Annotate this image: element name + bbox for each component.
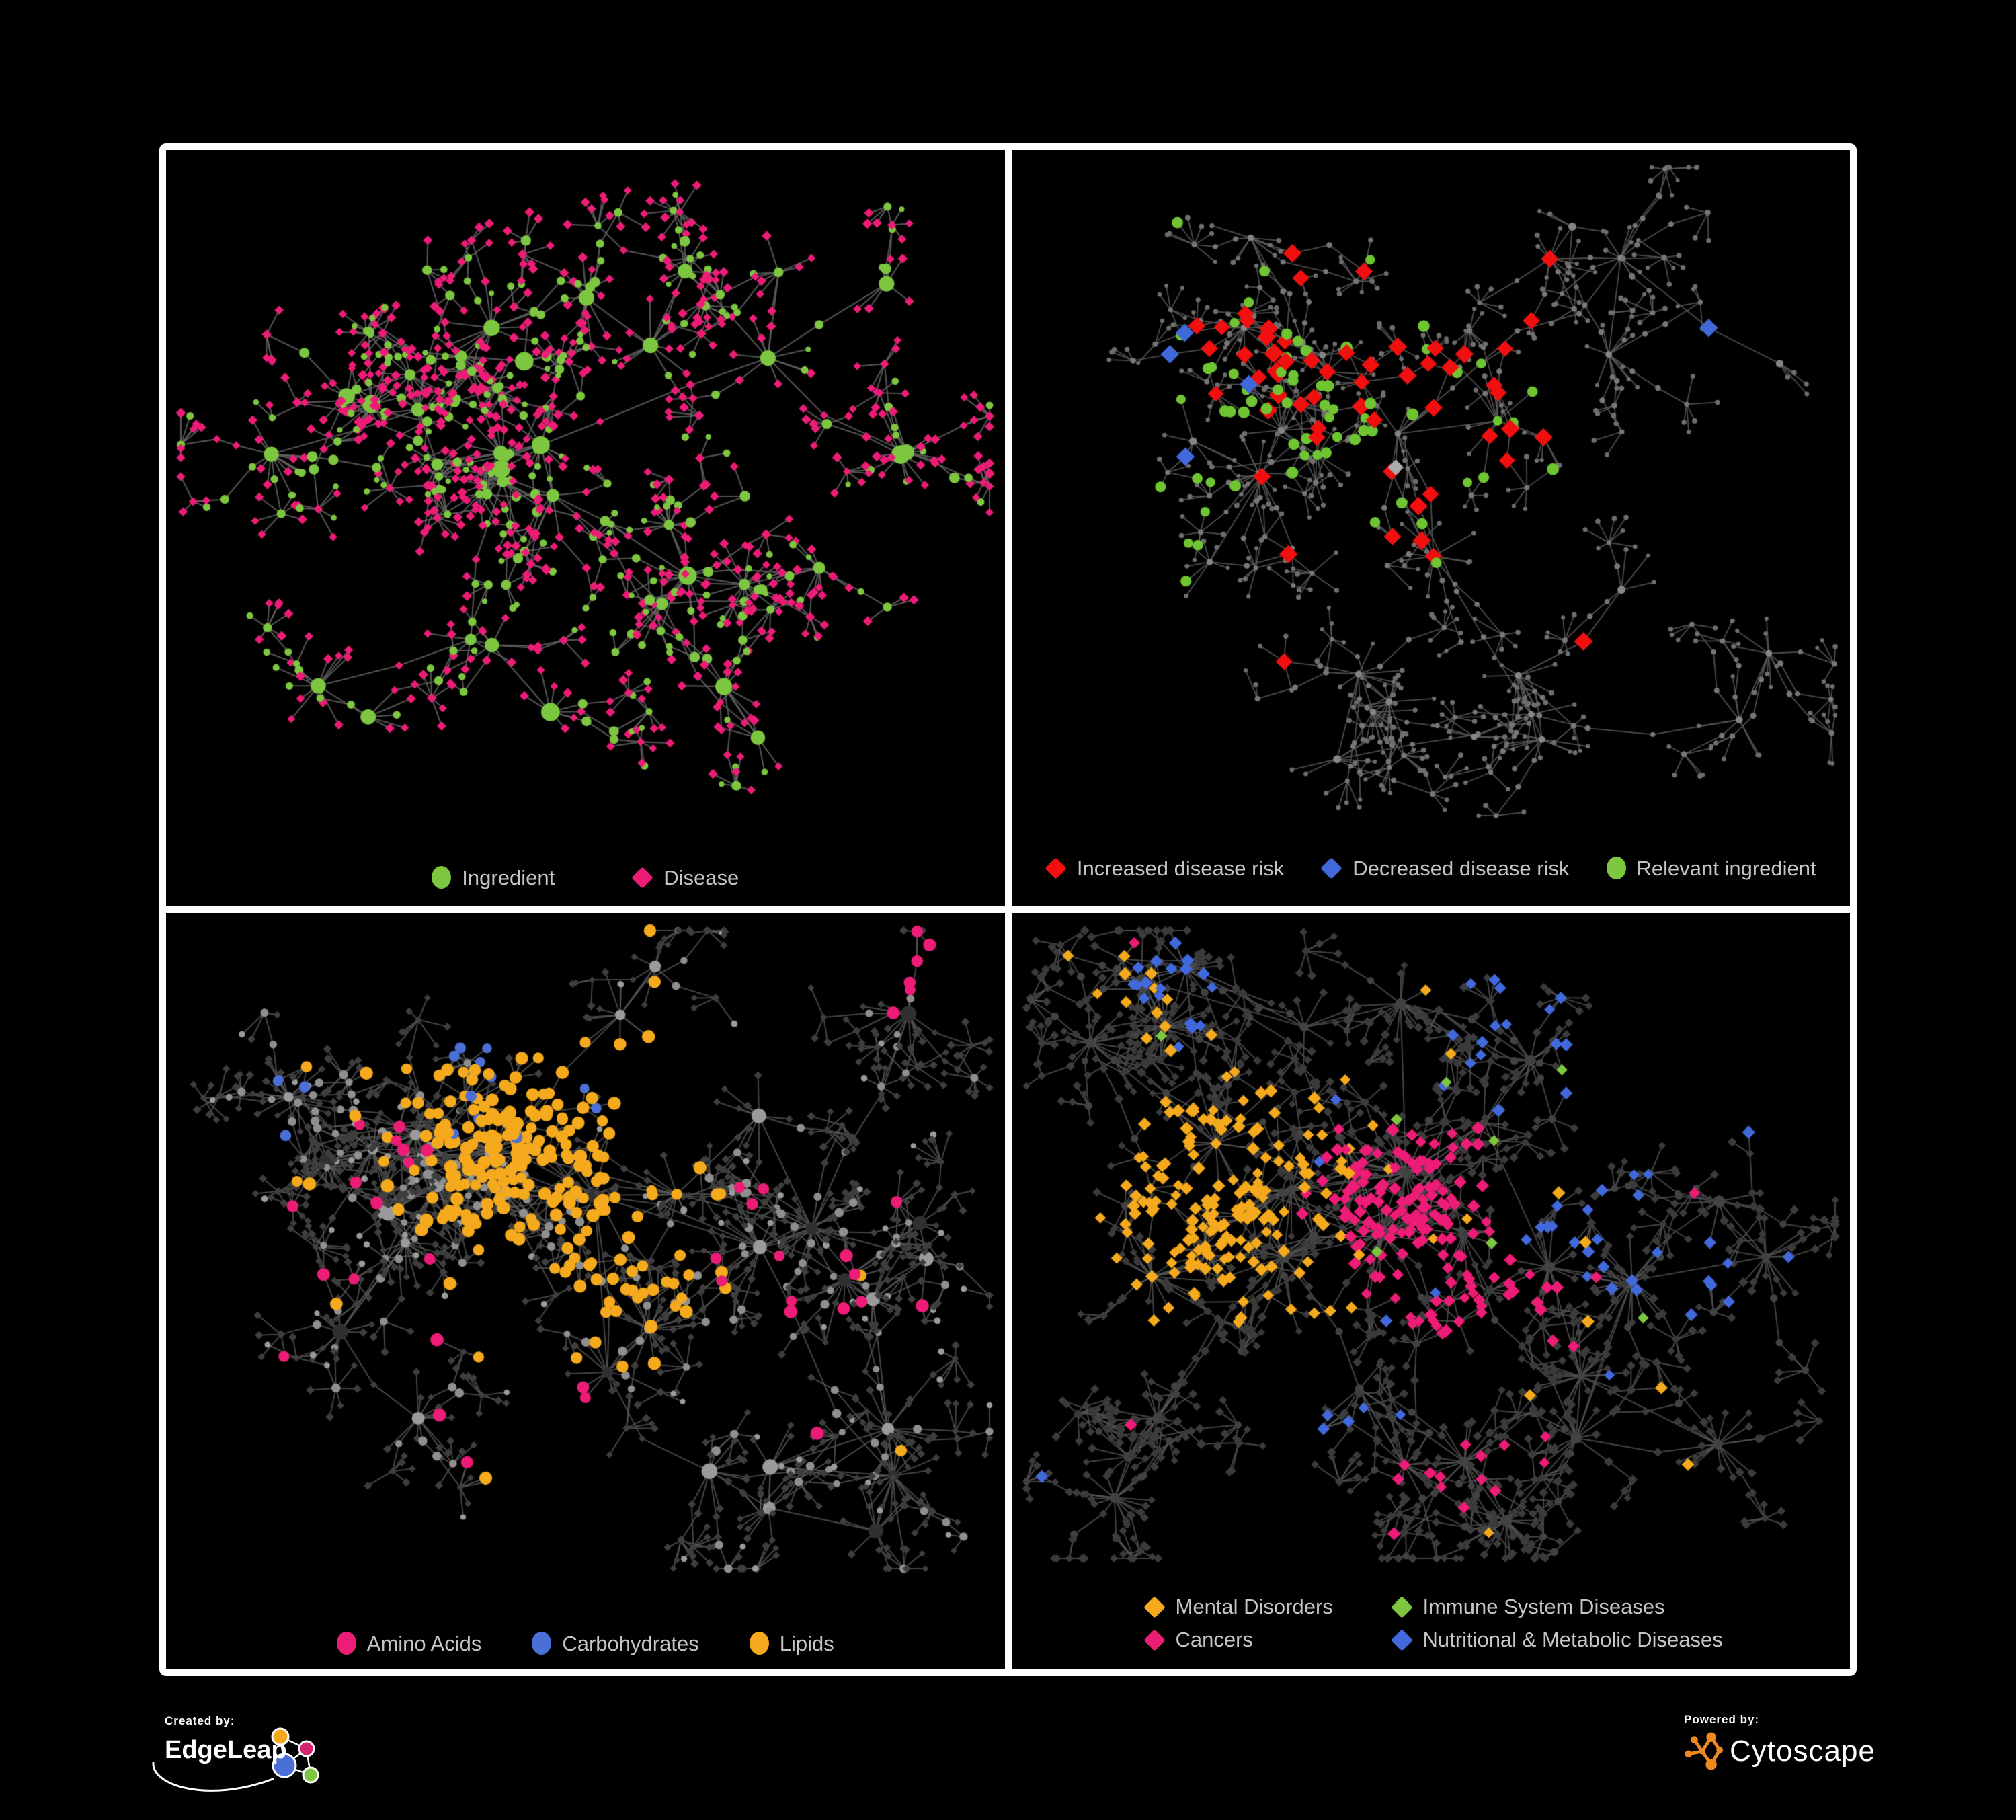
carbohydrates-circle-icon	[532, 1632, 552, 1655]
disease-diamond-icon	[631, 866, 653, 889]
cancers-diamond-icon	[1143, 1628, 1166, 1651]
legend-item-lipids: Lipids	[749, 1631, 834, 1655]
edgeleap-logo-icon	[152, 1727, 319, 1792]
legend-item-increased-risk: Increased disease risk	[1045, 856, 1285, 880]
legend-label-increased-risk: Increased disease risk	[1076, 856, 1285, 880]
legend-label-metabolic-diseases: Nutritional & Metabolic Diseases	[1422, 1628, 1723, 1651]
legend-item-amino-acids: Amino Acids	[336, 1631, 482, 1655]
panel-nutrient-class: Amino Acids Carbohydrates Lipids	[166, 913, 1005, 1669]
network-canvas-disease-class	[1011, 913, 1850, 1669]
legend-disease-risk: Increased disease risk Decreased disease…	[1012, 857, 1851, 879]
cytoscape-wordmark: Cytoscape	[1730, 1735, 1876, 1768]
network-canvas-ingredient-disease	[166, 150, 1004, 906]
legend-item-ingredient: Ingredient	[432, 866, 555, 889]
legend-label-immune-diseases: Immune System Diseases	[1422, 1595, 1665, 1618]
cytoscape-branding: Powered by:	[1684, 1713, 1876, 1771]
created-by-label: Created by:	[165, 1714, 235, 1727]
legend-label-disease: Disease	[663, 865, 739, 889]
increased-risk-diamond-icon	[1045, 857, 1067, 879]
legend-label-cancers: Cancers	[1175, 1628, 1253, 1651]
legend-label-ingredient: Ingredient	[462, 865, 555, 889]
mental-disorders-diamond-icon	[1143, 1595, 1166, 1618]
legend-label-lipids: Lipids	[779, 1631, 834, 1655]
cytoscape-lockup: Cytoscape	[1684, 1732, 1876, 1771]
legend-item-carbohydrates: Carbohydrates	[532, 1631, 699, 1655]
legend-item-disease: Disease	[631, 865, 739, 889]
legend-item-metabolic-diseases: Nutritional & Metabolic Diseases	[1390, 1628, 1723, 1652]
legend-item-immune-diseases: Immune System Diseases	[1390, 1595, 1723, 1619]
edgeleap-branding: Created by: EdgeLeap	[152, 1714, 319, 1792]
decreased-risk-diamond-icon	[1320, 857, 1343, 879]
relevant-ingredient-circle-icon	[1606, 857, 1626, 879]
edgeleap-node-orange	[271, 1727, 290, 1746]
edgeleap-node-blue	[272, 1753, 297, 1778]
network-canvas-nutrient-class	[166, 913, 1004, 1669]
legend-disease-class: Mental Disorders Immune System Diseases …	[1143, 1595, 1723, 1652]
panel-disease-class: Mental Disorders Immune System Diseases …	[1011, 913, 1850, 1669]
powered-by-label: Powered by:	[1684, 1713, 1760, 1726]
legend-label-mental-disorders: Mental Disorders	[1175, 1595, 1333, 1618]
edgeleap-node-green	[302, 1766, 319, 1784]
metabolic-diseases-diamond-icon	[1390, 1628, 1413, 1651]
legend-ingredient-disease: Ingredient Disease	[166, 866, 1005, 889]
network-grid-frame: Ingredient Disease Increased disease ris…	[159, 143, 1857, 1676]
legend-label-decreased-risk: Decreased disease risk	[1353, 856, 1570, 880]
legend-label-relevant-ingredient: Relevant ingredient	[1636, 856, 1816, 880]
amino-acids-circle-icon	[336, 1632, 356, 1655]
network-canvas-disease-risk	[1011, 150, 1850, 906]
legend-label-amino-acids: Amino Acids	[366, 1631, 482, 1655]
legend-item-mental-disorders: Mental Disorders	[1143, 1595, 1392, 1619]
legend-item-cancers: Cancers	[1143, 1628, 1392, 1652]
legend-nutrient-class: Amino Acids Carbohydrates Lipids	[166, 1632, 1005, 1655]
legend-item-decreased-risk: Decreased disease risk	[1320, 856, 1570, 880]
lipids-circle-icon	[749, 1632, 769, 1655]
panel-disease-risk: Increased disease risk Decreased disease…	[1011, 150, 1851, 906]
legend-label-carbohydrates: Carbohydrates	[562, 1631, 699, 1655]
edgeleap-wordmark: EdgeLeap	[165, 1736, 287, 1764]
ingredient-circle-icon	[432, 866, 452, 889]
edgeleap-node-magenta	[298, 1740, 315, 1757]
immune-diseases-diamond-icon	[1390, 1595, 1413, 1618]
cytoscape-logo-icon	[1685, 1732, 1723, 1770]
legend-item-relevant-ingredient: Relevant ingredient	[1606, 856, 1816, 880]
panel-ingredient-disease: Ingredient Disease	[166, 150, 1005, 906]
edgeleap-lockup: EdgeLeap	[152, 1727, 319, 1792]
